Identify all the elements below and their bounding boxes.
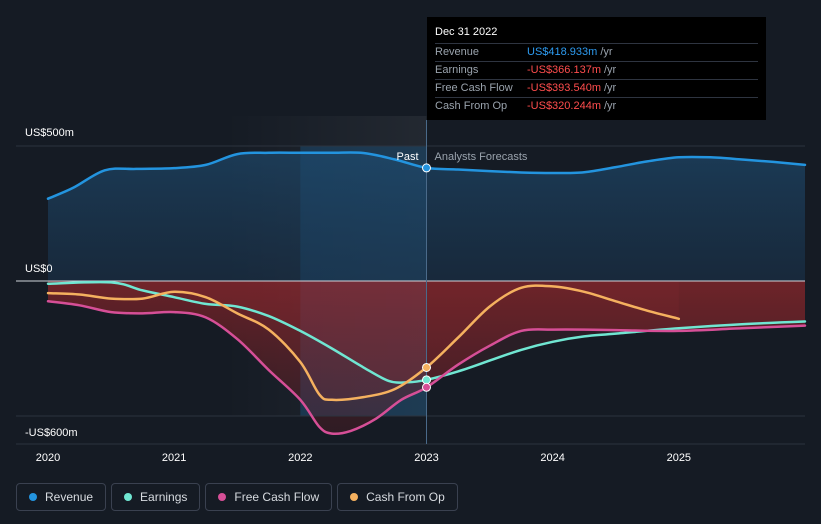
tooltip-unit: /yr <box>604 82 617 94</box>
tooltip-row-cash-from-op: Cash From Op -US$320.244m /yr <box>435 98 758 115</box>
legend-item-free-cash-flow[interactable]: Free Cash Flow <box>205 483 333 511</box>
x-tick-label: 2022 <box>288 452 312 464</box>
y-axis-label: US$0 <box>25 263 53 275</box>
tooltip-label: Free Cash Flow <box>435 82 513 94</box>
tooltip-date: Dec 31 2022 <box>435 25 758 44</box>
x-tick-label: 2025 <box>667 452 691 464</box>
highlight-point-earnings <box>422 375 431 385</box>
legend-label: Cash From Op <box>366 490 445 504</box>
legend-dot-icon <box>29 493 37 501</box>
tooltip-unit: /yr <box>604 64 617 76</box>
cash-from-op-area <box>48 281 679 400</box>
highlight-point-cash-from-op <box>422 362 431 372</box>
tooltip-unit: /yr <box>604 100 617 112</box>
tooltip-unit: /yr <box>600 46 613 58</box>
tooltip-row-earnings: Earnings -US$366.137m /yr <box>435 62 758 80</box>
series-line-earnings <box>46 280 807 384</box>
legend-item-cash-from-op[interactable]: Cash From Op <box>337 483 458 511</box>
legend: Revenue Earnings Free Cash Flow Cash Fro… <box>16 483 458 513</box>
y-axis-label: US$500m <box>25 127 74 139</box>
legend-item-earnings[interactable]: Earnings <box>111 483 201 511</box>
legend-dot-icon <box>124 493 133 501</box>
tooltip: Dec 31 2022 Revenue US$418.933m /yr Earn… <box>427 17 766 120</box>
legend-item-revenue[interactable]: Revenue <box>16 483 107 511</box>
tooltip-label: Cash From Op <box>435 100 508 112</box>
highlight-point-revenue <box>422 163 431 173</box>
forecast-label: Analysts Forecasts <box>435 151 528 163</box>
tooltip-value: -US$366.137m <box>527 64 601 76</box>
tooltip-row-revenue: Revenue US$418.933m /yr <box>435 44 758 62</box>
tooltip-value: -US$393.540m <box>527 82 601 94</box>
tooltip-row-free-cash-flow: Free Cash Flow -US$393.540m /yr <box>435 80 758 98</box>
past-label: Past <box>396 151 418 163</box>
series-line-free-cash-flow <box>46 300 807 436</box>
tooltip-label: Revenue <box>435 46 480 58</box>
legend-label: Free Cash Flow <box>234 490 320 504</box>
series-line-cash-from-op <box>46 284 681 402</box>
tooltip-label: Earnings <box>435 64 479 76</box>
legend-label: Revenue <box>45 490 94 504</box>
legend-dot-icon <box>218 493 227 501</box>
tooltip-value: US$418.933m <box>527 46 598 58</box>
x-tick-label: 2020 <box>36 452 60 464</box>
legend-dot-icon <box>350 493 359 501</box>
x-tick-label: 2023 <box>414 452 438 464</box>
chart-area: US$500m US$0 -US$600m 2020 2021 2022 2023 2024 2… <box>16 116 807 464</box>
highlight-point-free-cash-flow <box>422 382 431 392</box>
tooltip-value: -US$320.244m <box>527 100 601 112</box>
y-axis-label: -US$600m <box>25 427 78 439</box>
legend-label: Earnings <box>140 490 188 504</box>
x-tick-label: 2021 <box>162 452 186 464</box>
x-tick-label: 2024 <box>540 452 564 464</box>
